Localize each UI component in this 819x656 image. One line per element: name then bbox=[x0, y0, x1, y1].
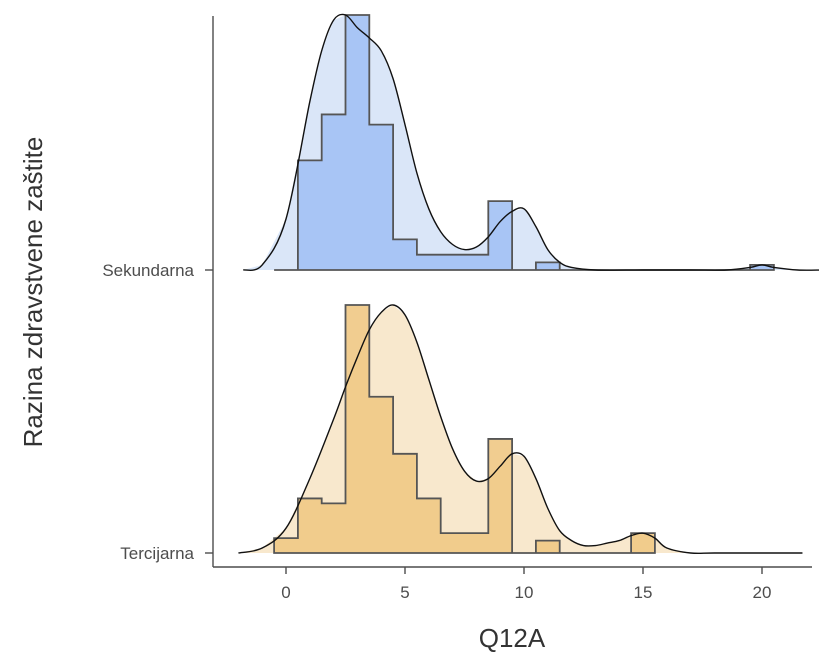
y-axis-title: Razina zdravstvene zaštite bbox=[18, 137, 48, 448]
y-ticks: Sekundarna Tercijarna bbox=[102, 261, 213, 563]
x-tick-label: 15 bbox=[634, 583, 653, 602]
x-axis-title: Q12A bbox=[479, 623, 546, 653]
x-ticks: 0 5 10 15 20 bbox=[281, 567, 771, 602]
density-line bbox=[238, 304, 803, 555]
x-tick-label: 20 bbox=[753, 583, 772, 602]
x-tick-label: 10 bbox=[515, 583, 534, 602]
density-line bbox=[242, 13, 819, 272]
y-tick-label-tercijarna: Tercijarna bbox=[120, 544, 194, 563]
plot-area bbox=[238, 13, 819, 555]
x-tick-label: 0 bbox=[281, 583, 290, 602]
ridge-sekundarna bbox=[242, 13, 819, 272]
y-tick-label-sekundarna: Sekundarna bbox=[102, 261, 194, 280]
ridge-tercijarna bbox=[238, 304, 803, 555]
x-tick-label: 5 bbox=[400, 583, 409, 602]
axes bbox=[212, 16, 812, 568]
histogram-bars bbox=[273, 304, 656, 554]
